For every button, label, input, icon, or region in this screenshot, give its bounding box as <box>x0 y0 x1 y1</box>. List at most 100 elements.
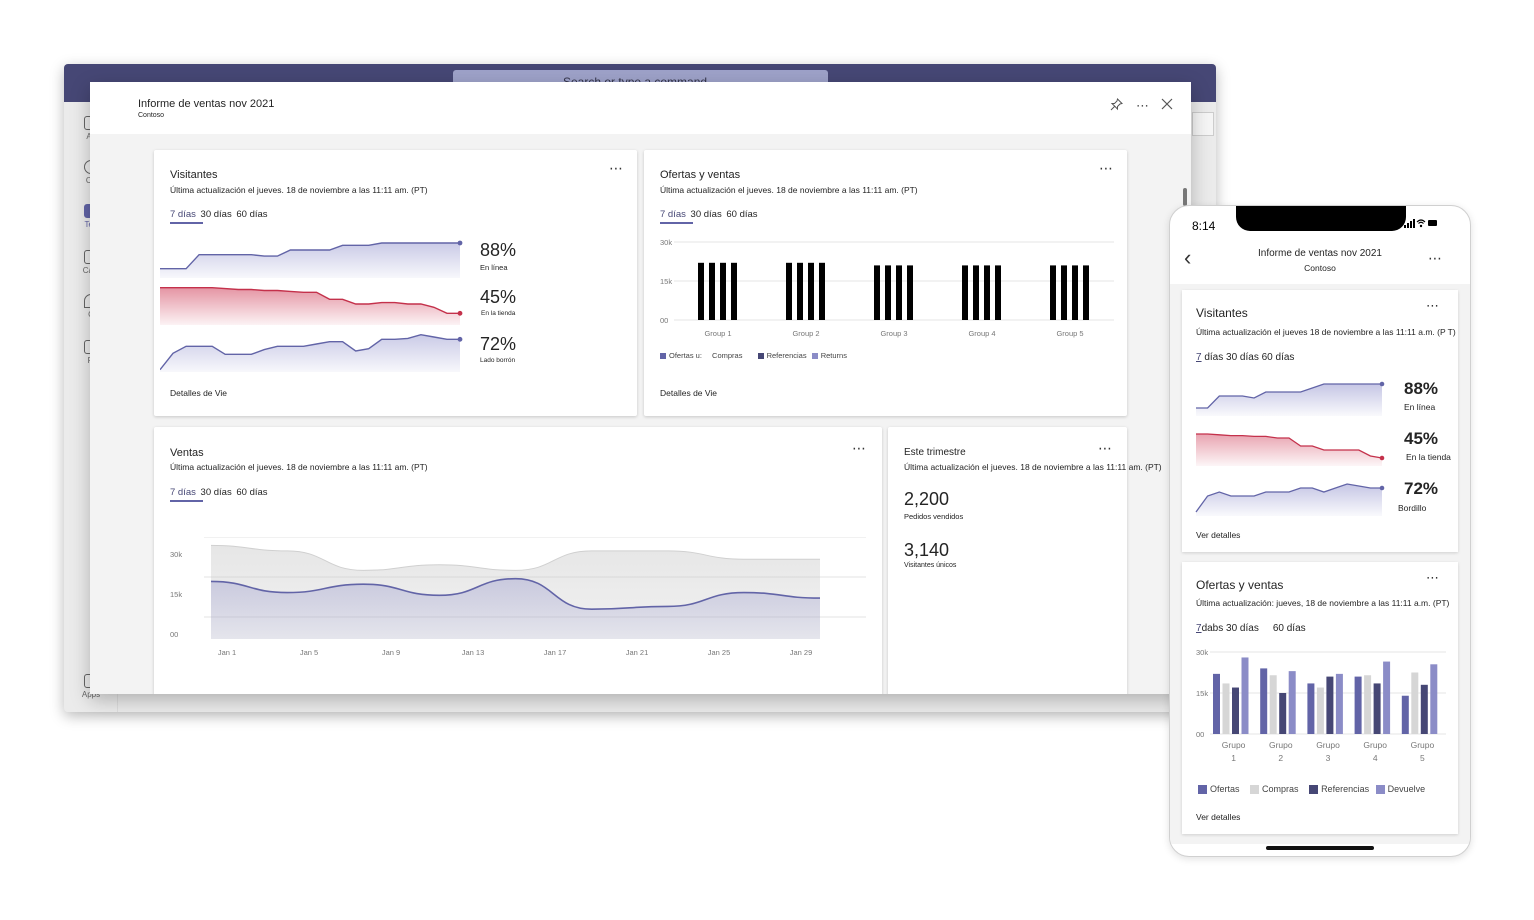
tab-7-days[interactable]: 7 días <box>170 487 196 498</box>
x-tick-label: Jan 25 <box>708 648 731 657</box>
legend-item: Referencias <box>1309 784 1369 795</box>
x-tick-label: Jan 17 <box>544 648 567 657</box>
tab-60-days[interactable]: 60 días <box>723 209 758 220</box>
details-link[interactable]: Detalles de Vie <box>660 388 718 398</box>
scrollbar[interactable] <box>1183 188 1187 206</box>
bar <box>995 265 1001 320</box>
chart-legend: Ofertas u: Compras Referencias Returns <box>660 351 847 360</box>
y-tick-label: 15k <box>170 590 182 599</box>
y-tick-label: 30k <box>660 238 672 247</box>
bar <box>720 262 726 320</box>
sales-area-chart: 30k 15k 00 Jan 1 Jan 5 Jan 9 Jan 13 Jan 17 Jan 2… <box>170 537 866 657</box>
tab-60-days[interactable]: 60 días <box>233 487 268 498</box>
x-tick-label: Grupo <box>1363 740 1387 750</box>
legend-item: Ofertas u: <box>660 351 702 360</box>
bar <box>1072 265 1078 320</box>
card-title: Visitantes <box>1196 306 1248 320</box>
offers-card: Ofertas y ventas Última actualización el… <box>644 150 1127 416</box>
tab-days[interactable]: días <box>1201 352 1224 363</box>
side-panel-button[interactable] <box>1192 112 1214 136</box>
tab-number[interactable]: 7 <box>1196 623 1202 634</box>
tab-60-days[interactable]: días <box>1283 623 1306 634</box>
pin-icon[interactable] <box>1110 98 1123 115</box>
more-icon[interactable]: ⋯ <box>1428 250 1443 266</box>
tab-number: 7 <box>170 487 176 498</box>
x-tick-label: Group 1 <box>704 329 731 338</box>
details-link[interactable]: Detalles de Vie <box>170 388 228 398</box>
legend-label: Compras <box>1262 784 1299 794</box>
stat-value: 2,200 <box>904 489 950 509</box>
card-updated: Última actualización el jueves. 18 de no… <box>170 185 428 195</box>
metric-value: 88% <box>1404 379 1439 398</box>
legend-label: Returns <box>820 351 847 360</box>
more-icon[interactable]: ⋯ <box>1426 570 1440 585</box>
y-tick-label: 00 <box>1196 730 1204 739</box>
tab-60-number[interactable]: 60 <box>1272 623 1284 634</box>
bar <box>1213 673 1220 734</box>
tab-7-days[interactable]: 7 días <box>170 209 196 220</box>
back-icon[interactable]: ‹ <box>1184 245 1192 270</box>
y-tick-label: 30k <box>1196 648 1208 657</box>
chart-legend: Ofertas Compras Referencias Devuelve <box>1198 784 1425 795</box>
bar <box>1383 661 1391 734</box>
bar <box>1401 695 1409 734</box>
x-tick-label: Jan 9 <box>382 648 400 657</box>
range-tabs: 7 días 30 días 60 días <box>660 209 760 220</box>
bar <box>1279 693 1287 734</box>
tab-number[interactable]: 7 <box>1196 352 1202 363</box>
details-link[interactable]: Ver detalles <box>1196 530 1241 540</box>
legend-label: Compras <box>712 351 743 360</box>
x-tick-label: Group 5 <box>1056 329 1083 338</box>
tab-30-days[interactable]: 30 días <box>197 487 232 498</box>
close-icon[interactable] <box>1161 98 1173 114</box>
sparkline-line <box>160 242 460 270</box>
bar <box>973 265 979 320</box>
metric-value: 88% <box>480 240 517 260</box>
more-icon[interactable]: ⋯ <box>1098 440 1113 456</box>
x-tick-label: Jan 21 <box>626 648 649 657</box>
phone-visitors-card: Visitantes ⋯ Última actualización el jue… <box>1182 290 1458 552</box>
more-icon[interactable]: ⋯ <box>852 440 867 456</box>
metric-label: En la tienda <box>1406 452 1451 462</box>
more-icon[interactable]: ⋯ <box>1099 160 1114 176</box>
sparkline-line <box>1196 383 1382 409</box>
y-tick-label: 00 <box>660 316 668 325</box>
tab-number: 7 <box>170 209 176 220</box>
bar <box>786 262 792 320</box>
x-tick-label: Grupo <box>1316 740 1340 750</box>
more-icon[interactable]: ⋯ <box>1136 98 1149 113</box>
tab-60-days[interactable]: 60 días <box>233 209 268 220</box>
details-link[interactable]: Ver detalles <box>1196 812 1241 822</box>
metric-value: 72% <box>1404 479 1439 498</box>
metric-value: 45% <box>480 287 517 307</box>
legend-label: Ofertas <box>1210 784 1240 794</box>
tab-30-days[interactable]: 30 días <box>1223 623 1259 634</box>
tab-30-days[interactable]: 30 días <box>197 209 232 220</box>
offers-bar-chart: 30k 15k 00 Group 1 Group 2 Group 3 Group 4 Grou… <box>660 238 1114 338</box>
more-icon[interactable]: ⋯ <box>1426 298 1440 313</box>
bar <box>797 262 803 320</box>
sparkline-area <box>1196 384 1382 416</box>
legend-swatch <box>1250 785 1260 795</box>
tab-30-days[interactable]: 30 días <box>687 209 722 220</box>
x-tick-label: 2 <box>1278 753 1283 763</box>
card-title: Ofertas y ventas <box>660 169 741 181</box>
tab-7-days[interactable]: 7 días <box>660 209 686 220</box>
card-title: Ofertas y ventas <box>1196 578 1284 592</box>
tab-60-days[interactable]: 60 días <box>1258 352 1295 363</box>
legend-item: Ofertas <box>1198 784 1240 795</box>
x-tick-label: Grupo <box>1411 740 1435 750</box>
metric-label: En línea <box>480 263 508 272</box>
card-updated: Última actualización el jueves. 18 de no… <box>660 185 918 195</box>
dialog-header: Informe de ventas nov 2021 Contoso ⋯ <box>90 82 1191 134</box>
y-tick-label: 15k <box>660 277 672 286</box>
more-icon[interactable]: ⋯ <box>609 160 624 176</box>
tab-30-days[interactable]: 30 días <box>1223 352 1259 363</box>
tab-days[interactable]: dabs <box>1201 623 1224 634</box>
x-tick-label: 1 <box>1231 753 1236 763</box>
sales-card: Ventas Última actualización el jueves. 1… <box>154 427 882 694</box>
phone-offers-bar-chart: 30k 15k 00 Grupo 1 Grupo 2 Grupo 3 Grupo 4 Grupo 5 <box>1196 648 1446 763</box>
bar <box>962 265 968 320</box>
legend-item: Referencias <box>757 351 807 360</box>
range-tabs: 7dabs 30 días 60 días <box>1196 623 1306 634</box>
